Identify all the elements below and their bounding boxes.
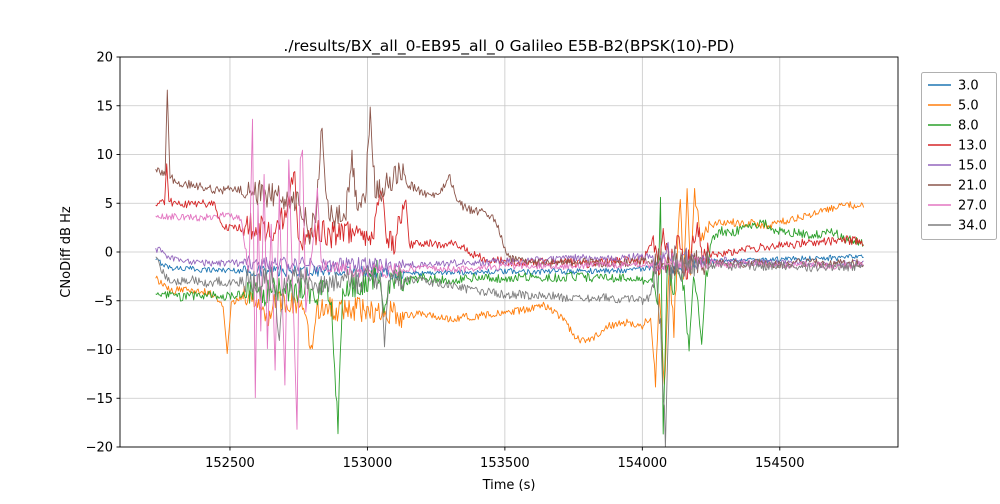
legend-item-27.0: 27.0 bbox=[928, 199, 987, 214]
x-axis-label: Time (s) bbox=[482, 478, 536, 493]
x-axis-tick-label: 153000 bbox=[343, 456, 393, 471]
y-axis-tick-label: 20 bbox=[96, 51, 113, 66]
legend-item-5.0: 5.0 bbox=[928, 99, 979, 114]
y-axis-tick-label: −20 bbox=[86, 441, 113, 456]
series-line-8.0 bbox=[155, 196, 864, 435]
legend-label: 27.0 bbox=[958, 199, 987, 214]
chart-title: ./results/BX_all_0-EB95_all_0 Galileo E5… bbox=[283, 37, 734, 56]
x-axis-tick-label: 154500 bbox=[755, 456, 805, 471]
y-axis-label: CNoDiff dB Hz bbox=[59, 206, 74, 298]
x-axis-tick-label: 152500 bbox=[205, 456, 255, 471]
legend-label: 15.0 bbox=[958, 159, 987, 174]
legend-item-13.0: 13.0 bbox=[928, 139, 987, 154]
legend-label: 13.0 bbox=[958, 139, 987, 154]
series-line-27.0 bbox=[155, 118, 864, 430]
series-line-3.0 bbox=[155, 254, 864, 280]
y-axis-tick-label: 5 bbox=[105, 197, 113, 212]
legend-item-15.0: 15.0 bbox=[928, 159, 987, 174]
legend-label: 3.0 bbox=[958, 79, 979, 94]
legend-box bbox=[921, 72, 997, 240]
y-axis-tick-label: −10 bbox=[86, 343, 113, 358]
y-axis-tick-label: 15 bbox=[96, 99, 113, 114]
series-line-13.0 bbox=[155, 163, 864, 280]
y-axis-tick-label: −15 bbox=[86, 392, 113, 407]
grid bbox=[120, 56, 898, 448]
series-line-34.0 bbox=[155, 245, 864, 447]
legend-item-3.0: 3.0 bbox=[928, 79, 979, 94]
legend-label: 21.0 bbox=[958, 179, 987, 194]
legend-label: 34.0 bbox=[958, 219, 987, 234]
tick-marks bbox=[116, 56, 781, 451]
legend-item-8.0: 8.0 bbox=[928, 119, 979, 134]
series-line-21.0 bbox=[155, 89, 864, 276]
y-axis-tick-label: 0 bbox=[105, 246, 113, 261]
legend-item-34.0: 34.0 bbox=[928, 219, 987, 234]
legend-item-21.0: 21.0 bbox=[928, 179, 987, 194]
legend-label: 8.0 bbox=[958, 119, 979, 134]
y-axis-tick-label: 10 bbox=[96, 148, 113, 163]
y-axis-tick-label: −5 bbox=[94, 294, 113, 309]
legend-label: 5.0 bbox=[958, 99, 979, 114]
series-group bbox=[155, 89, 865, 447]
x-axis-tick-label: 154000 bbox=[618, 456, 668, 471]
legend: 3.0 5.0 8.0 13.0 15.0 21.0 27.0 34.0 bbox=[921, 72, 997, 240]
x-axis-tick-label: 153500 bbox=[480, 456, 530, 471]
